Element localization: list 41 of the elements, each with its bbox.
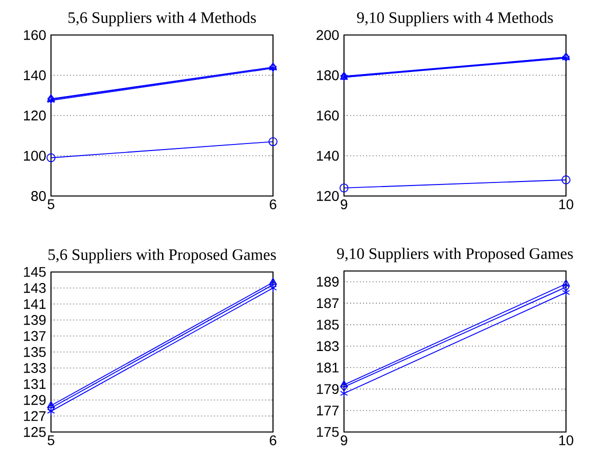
y-tick-label: 179 xyxy=(317,384,339,394)
y-tick-label: 129 xyxy=(24,395,46,405)
y-tick-label: 180 xyxy=(317,70,339,80)
y-tick-label: 80 xyxy=(31,191,46,201)
y-tick-label: 141 xyxy=(24,299,46,309)
x-tick-label: 9 xyxy=(340,199,348,210)
y-tick-label: 200 xyxy=(316,30,339,40)
y-tick-label: 175 xyxy=(317,427,339,437)
x-tick-label: 5 xyxy=(48,199,54,210)
x-tick-label: 10 xyxy=(559,199,574,210)
y-tick-label: 183 xyxy=(317,341,339,352)
y-tick-label: 160 xyxy=(24,30,46,40)
x-tick-label: 6 xyxy=(270,435,276,446)
y-tick-label: 125 xyxy=(24,427,46,437)
chart-title: 5,6 Suppliers with Proposed Games xyxy=(48,248,276,264)
y-tick-label: 133 xyxy=(24,363,46,373)
y-tick-label: 181 xyxy=(317,362,339,373)
y-tick-label: 100 xyxy=(24,150,46,161)
x-tick-label: 10 xyxy=(559,435,574,446)
y-tick-label: 135 xyxy=(24,347,46,357)
y-tick-label: 189 xyxy=(317,276,339,287)
y-tick-label: 120 xyxy=(24,110,46,120)
y-tick-label: 185 xyxy=(317,320,339,330)
y-tick-label: 127 xyxy=(24,411,46,421)
chart-title: 9,10 Suppliers with Proposed Games xyxy=(337,248,573,262)
y-tick-label: 120 xyxy=(317,191,339,201)
x-tick-label: 5 xyxy=(48,435,54,446)
y-tick-label: 131 xyxy=(24,379,46,389)
y-tick-label: 140 xyxy=(317,150,339,161)
chart-title: 5,6 Suppliers with 4 Methods xyxy=(68,12,256,26)
y-tick-label: 137 xyxy=(24,331,46,341)
y-tick-label: 145 xyxy=(24,267,46,277)
y-tick-label: 143 xyxy=(24,283,46,293)
y-tick-label: 160 xyxy=(317,110,339,120)
y-tick-label: 187 xyxy=(317,298,339,308)
y-tick-label: 177 xyxy=(317,406,339,416)
x-tick-label: 6 xyxy=(270,199,276,210)
y-tick-label: 140 xyxy=(24,70,46,80)
x-tick-label: 9 xyxy=(340,435,348,446)
chart-title: 9,10 Suppliers with 4 Methods xyxy=(357,12,553,26)
y-tick-label: 139 xyxy=(24,315,46,325)
